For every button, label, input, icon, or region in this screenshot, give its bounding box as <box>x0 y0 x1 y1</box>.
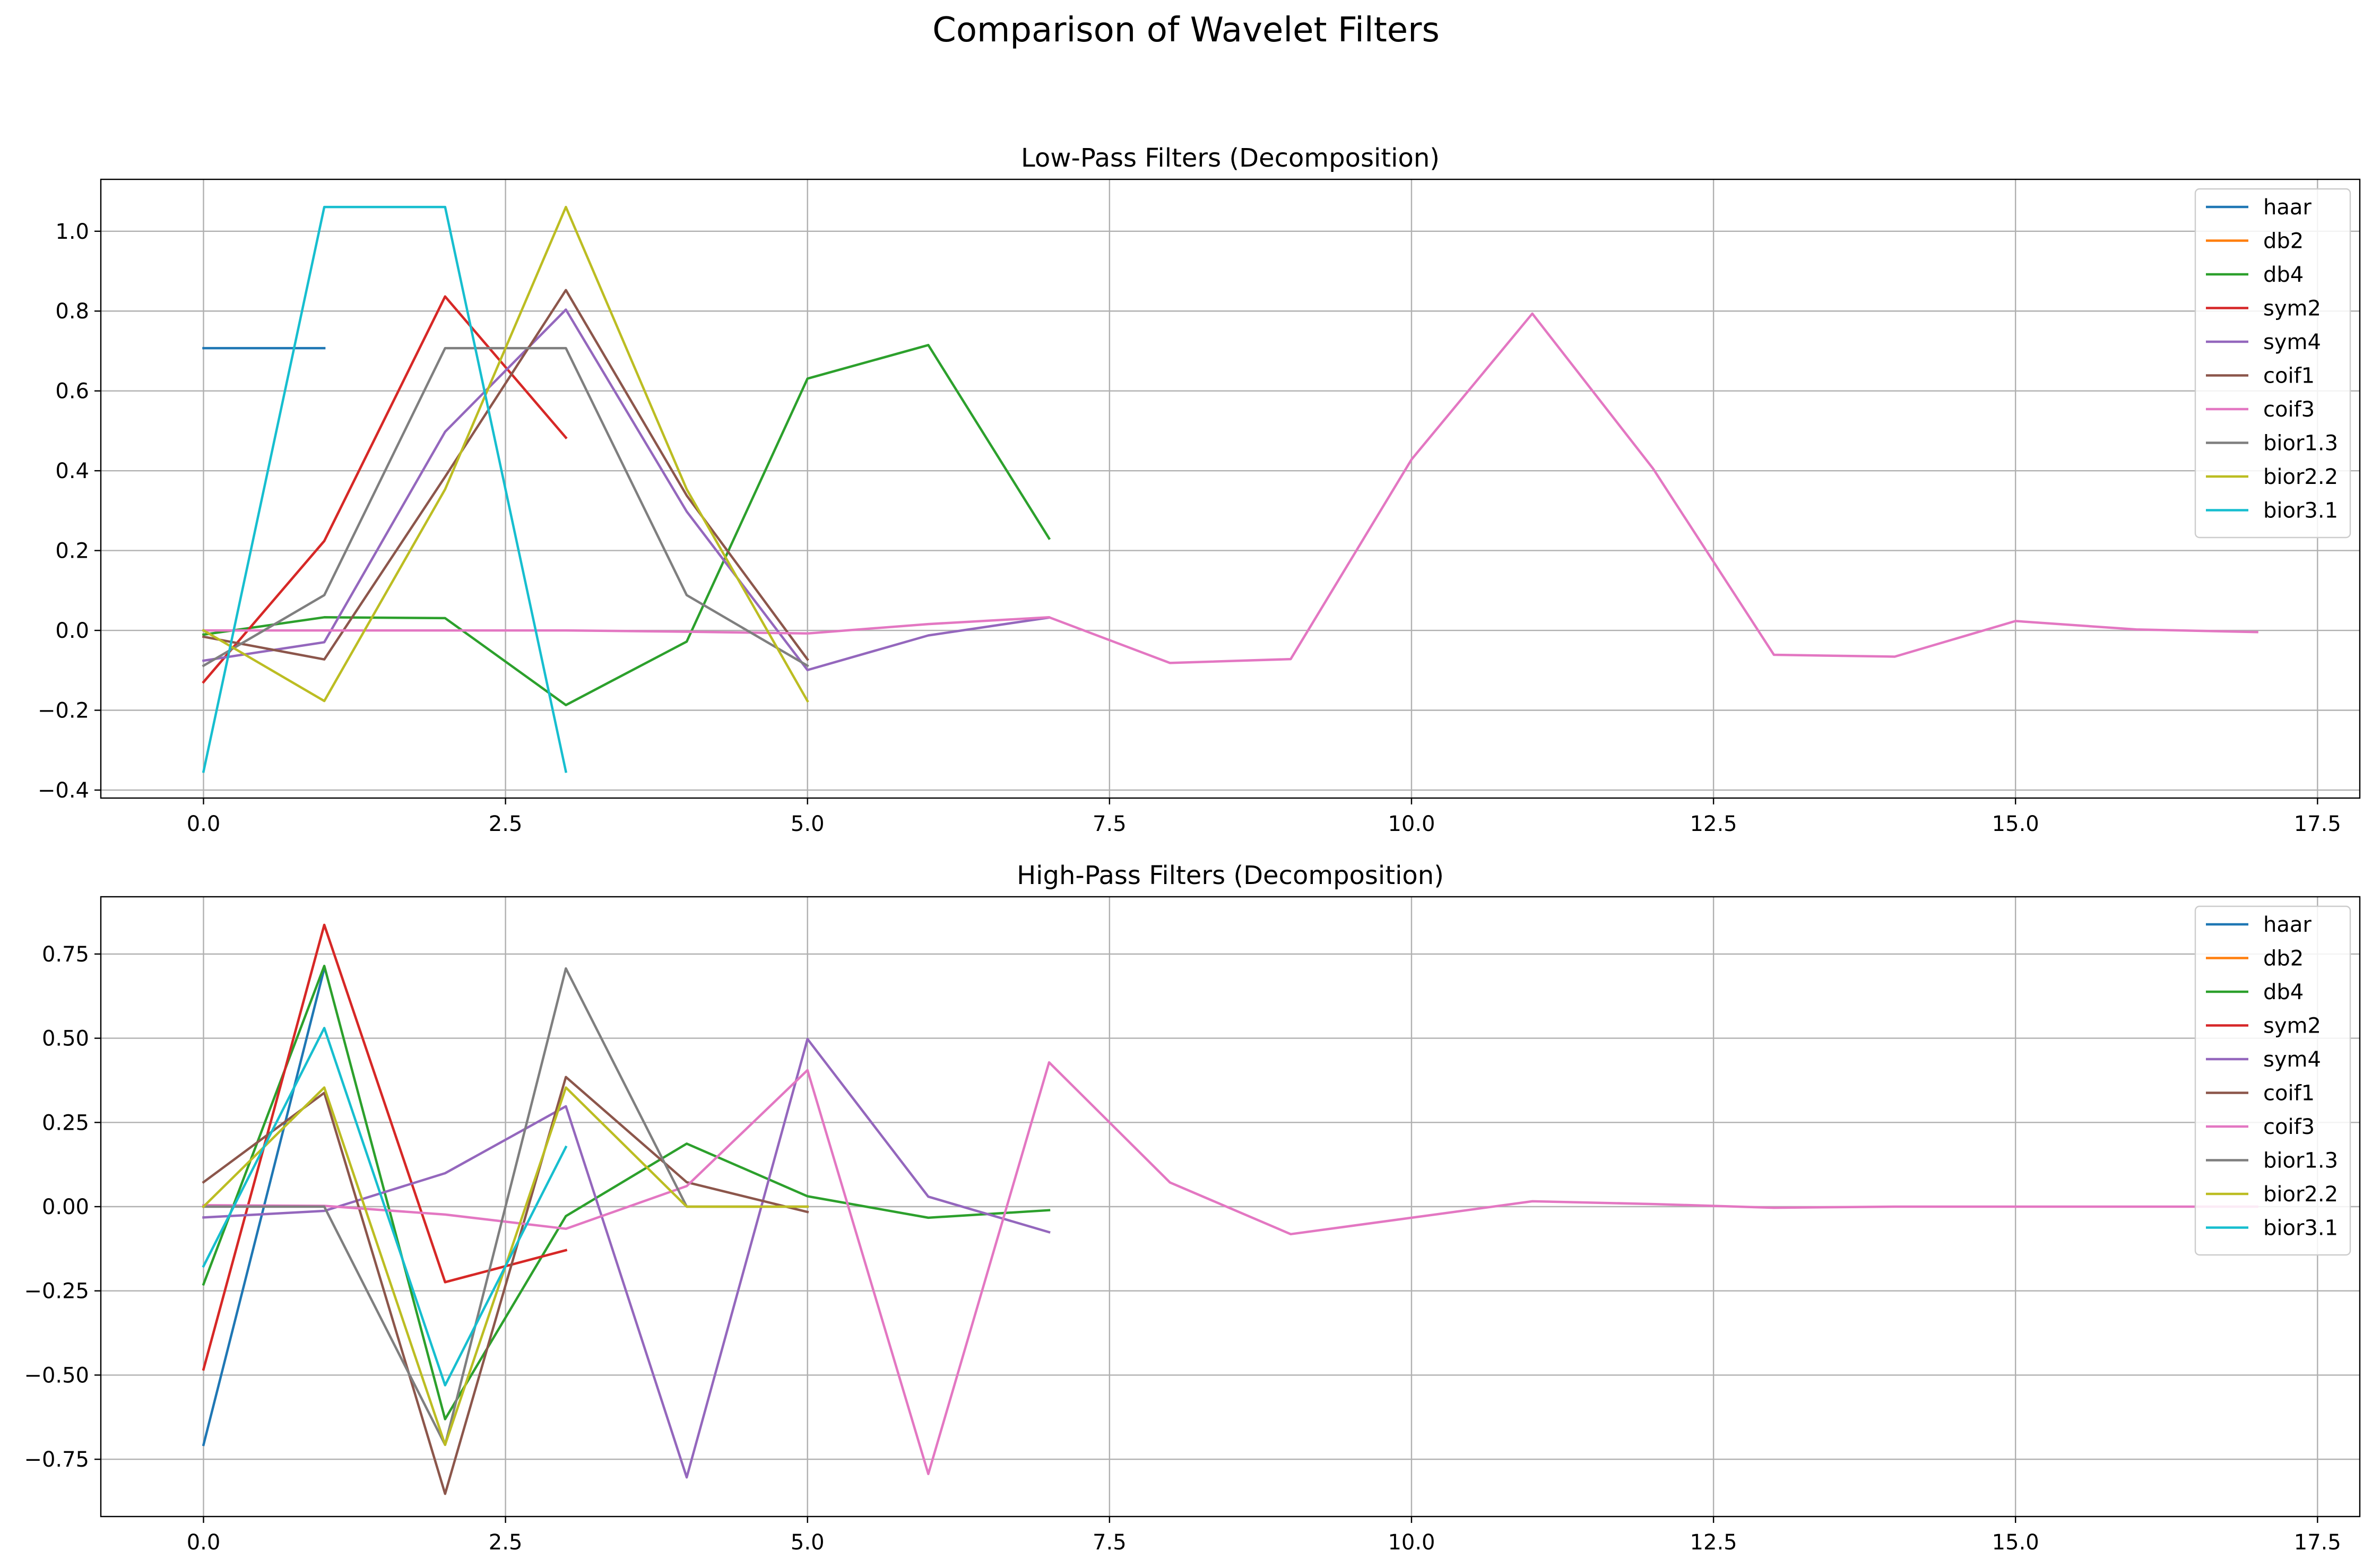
x-tick-label: 15.0 <box>1992 812 2039 836</box>
x-tick-label: 10.0 <box>1388 1530 1435 1555</box>
y-tick-label: 0.6 <box>55 379 89 404</box>
series-line-db4 <box>202 344 1051 706</box>
legend-label: db4 <box>2263 980 2304 1004</box>
legend-label: haar <box>2263 913 2312 937</box>
y-tick-label: −0.2 <box>38 699 89 723</box>
series-group <box>202 205 2258 773</box>
highpass-axes: 0.0 2.5 5.0 7.5 10.0 12.5 15.0 17.5 −0.75 −0.50 −0… <box>24 861 2361 1555</box>
axes-frame <box>100 896 2361 1518</box>
y-tick-label: 0.4 <box>55 459 89 483</box>
legend: haar db2 db4 sym2 sym4 coif1 coif3 bior1.3 bior2… <box>2194 905 2351 1256</box>
x-tick-label: 17.5 <box>2294 812 2341 836</box>
x-tick-label: 7.5 <box>1093 812 1127 836</box>
subplot-title: Low-Pass Filters (Decomposition) <box>1021 143 1440 173</box>
y-tick-label: −0.50 <box>24 1363 89 1388</box>
series-line-coif3 <box>202 312 2258 664</box>
legend-label: db2 <box>2263 947 2304 971</box>
series-line-sym4 <box>202 1037 1051 1479</box>
y-tick-label: 0.00 <box>42 1195 89 1219</box>
series-group <box>202 923 2258 1495</box>
subplots: 0.0 2.5 5.0 7.5 10.0 12.5 15.0 17.5−0.4−0.20.00… <box>24 143 2361 1555</box>
x-tick-label: 12.5 <box>1690 812 1737 836</box>
y-tick-label: 0.8 <box>55 299 89 324</box>
y-tick-label: 0.25 <box>42 1111 89 1135</box>
y-tick-label: 0.50 <box>42 1027 89 1051</box>
lowpass-axes: 0.0 2.5 5.0 7.5 10.0 12.5 15.0 17.5 −0.4 −0.2 0.0 0… <box>38 143 2361 836</box>
series-line-sym4 <box>202 308 1051 671</box>
legend-label: bior1.3 <box>2263 431 2338 456</box>
legend-label: bior3.1 <box>2263 499 2338 523</box>
x-tick-label: 0.0 <box>187 812 221 836</box>
y-tick-label: −0.4 <box>38 778 89 803</box>
legend-label: coif1 <box>2263 1081 2315 1106</box>
x-tick-label: 7.5 <box>1093 1530 1127 1555</box>
legend-label: db4 <box>2263 263 2304 287</box>
legend-label: coif1 <box>2263 364 2315 388</box>
x-tick-label: 2.5 <box>489 812 523 836</box>
legend-label: bior1.3 <box>2263 1149 2338 1173</box>
legend: haar db2 db4 sym2 sym4 coif1 coif3 bior1.3 bior2… <box>2194 188 2351 539</box>
y-tick-label: 1.0 <box>55 220 89 244</box>
legend-label: bior2.2 <box>2263 465 2338 489</box>
legend-label: coif3 <box>2263 397 2315 422</box>
x-tick-label: 17.5 <box>2294 1530 2341 1555</box>
axes-frame <box>100 178 2361 799</box>
legend-box <box>2194 188 2351 539</box>
legend-label: sym4 <box>2263 330 2321 354</box>
x-tick-label: 0.0 <box>187 1530 221 1555</box>
y-tick-label: 0.2 <box>55 539 89 564</box>
legend-label: db2 <box>2263 229 2304 254</box>
legend-label: sym2 <box>2263 297 2321 321</box>
series-line-sym2 <box>202 295 568 684</box>
legend-box <box>2194 905 2351 1256</box>
x-tick-label: 5.0 <box>791 812 825 836</box>
x-tick-label: 10.0 <box>1388 812 1435 836</box>
x-tick-label: 5.0 <box>791 1530 825 1555</box>
y-tick-label: 0.0 <box>55 619 89 643</box>
series-line-coif3 <box>202 1061 2258 1476</box>
x-tick-label: 15.0 <box>1992 1530 2039 1555</box>
x-tick-label: 2.5 <box>489 1530 523 1555</box>
series-line-bior3-1 <box>202 205 568 773</box>
series-line-bior2-2 <box>202 205 809 703</box>
y-tick-label: −0.75 <box>24 1448 89 1472</box>
legend-label: haar <box>2263 195 2312 220</box>
legend-label: sym4 <box>2263 1047 2321 1072</box>
y-tick-label: 0.75 <box>42 942 89 967</box>
legend-label: bior3.1 <box>2263 1216 2338 1241</box>
series-line-db4 <box>202 965 1051 1420</box>
figure-title: Comparison of Wavelet Filters <box>932 11 1440 50</box>
x-tick-label: 12.5 <box>1690 1530 1737 1555</box>
subplot-title: High-Pass Filters (Decomposition) <box>1017 861 1444 890</box>
legend-label: coif3 <box>2263 1115 2315 1139</box>
legend-label: bior2.2 <box>2263 1182 2338 1207</box>
series-line-bior3-1 <box>202 1027 568 1387</box>
legend-label: sym2 <box>2263 1014 2321 1038</box>
y-tick-label: −0.25 <box>24 1279 89 1304</box>
